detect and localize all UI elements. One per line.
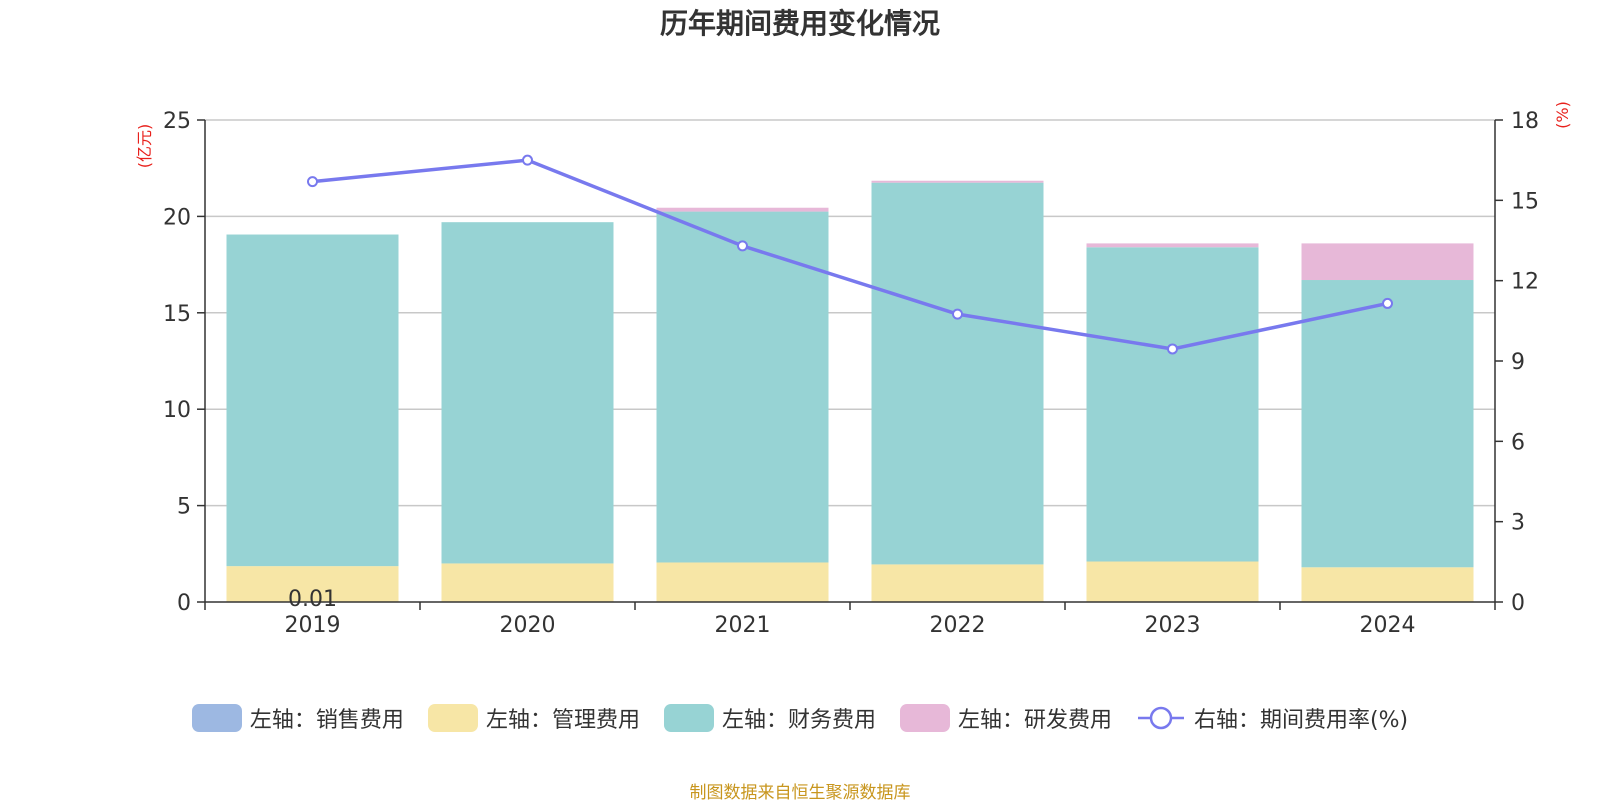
source-note: 制图数据来自恒生聚源数据库 xyxy=(0,778,1600,803)
data-label: 0.01 xyxy=(288,587,337,612)
bar-segment xyxy=(227,235,399,567)
bar-segment xyxy=(442,222,614,563)
legend-label: 左轴：销售费用 xyxy=(250,702,404,734)
bar-segment xyxy=(1302,243,1474,280)
legend-item[interactable]: 左轴：销售费用 xyxy=(192,702,404,734)
bar-segment xyxy=(1087,562,1259,602)
legend-item[interactable]: 左轴：财务费用 xyxy=(664,702,876,734)
rate-point xyxy=(1383,299,1392,308)
x-axis-label: 2022 xyxy=(930,613,986,638)
legend-label: 左轴：财务费用 xyxy=(722,702,876,734)
right-axis-tick-label: 9 xyxy=(1511,350,1525,375)
right-axis-unit: (%) xyxy=(1553,101,1572,129)
legend-item[interactable]: 左轴：管理费用 xyxy=(428,702,640,734)
legend-swatch xyxy=(192,704,242,732)
right-axis-tick-label: 0 xyxy=(1511,591,1525,616)
bar-segment xyxy=(872,564,1044,602)
left-axis-tick-label: 25 xyxy=(163,109,191,134)
bar-segment xyxy=(1302,567,1474,602)
bar-segment xyxy=(872,183,1044,565)
bar-segment xyxy=(657,562,829,602)
rate-point xyxy=(953,310,962,319)
legend-swatch xyxy=(664,704,714,732)
legend-line-swatch xyxy=(1136,704,1186,732)
legend-swatch xyxy=(428,704,478,732)
x-axis-label: 2019 xyxy=(285,613,341,638)
legend-item[interactable]: 左轴：研发费用 xyxy=(900,702,1112,734)
legend-label: 左轴：研发费用 xyxy=(958,702,1112,734)
rate-point xyxy=(738,241,747,250)
bar-segment xyxy=(657,208,829,212)
left-axis-tick-label: 5 xyxy=(177,495,191,520)
bar-segment xyxy=(1302,280,1474,567)
right-axis-tick-label: 12 xyxy=(1511,270,1539,295)
x-axis-label: 2020 xyxy=(500,613,556,638)
legend-label: 右轴：期间费用率(%) xyxy=(1194,702,1408,734)
legend: 左轴：销售费用 左轴：管理费用 左轴：财务费用 左轴：研发费用 右轴：期间费用率(%) xyxy=(0,702,1600,734)
legend-item[interactable]: 右轴：期间费用率(%) xyxy=(1136,702,1408,734)
right-axis-tick-label: 18 xyxy=(1511,109,1539,134)
rate-point xyxy=(1168,344,1177,353)
right-axis-tick-label: 15 xyxy=(1511,189,1539,214)
left-axis-tick-label: 20 xyxy=(163,205,191,230)
bar-segment xyxy=(1087,247,1259,561)
left-axis-tick-label: 10 xyxy=(163,398,191,423)
legend-swatch xyxy=(900,704,950,732)
left-axis-tick-label: 0 xyxy=(177,591,191,616)
right-axis-tick-label: 6 xyxy=(1511,430,1525,455)
left-axis-tick-label: 15 xyxy=(163,302,191,327)
right-axis-tick-label: 3 xyxy=(1511,511,1525,536)
x-axis-label: 2023 xyxy=(1145,613,1201,638)
x-axis-label: 2024 xyxy=(1360,613,1416,638)
rate-point xyxy=(523,156,532,165)
rate-point xyxy=(308,177,317,186)
bar-segment xyxy=(442,563,614,602)
legend-label: 左轴：管理费用 xyxy=(486,702,640,734)
bar-segment xyxy=(1087,243,1259,247)
left-axis-unit: (亿元) xyxy=(135,124,154,169)
bar-segment xyxy=(872,181,1044,183)
x-axis-label: 2021 xyxy=(715,613,771,638)
